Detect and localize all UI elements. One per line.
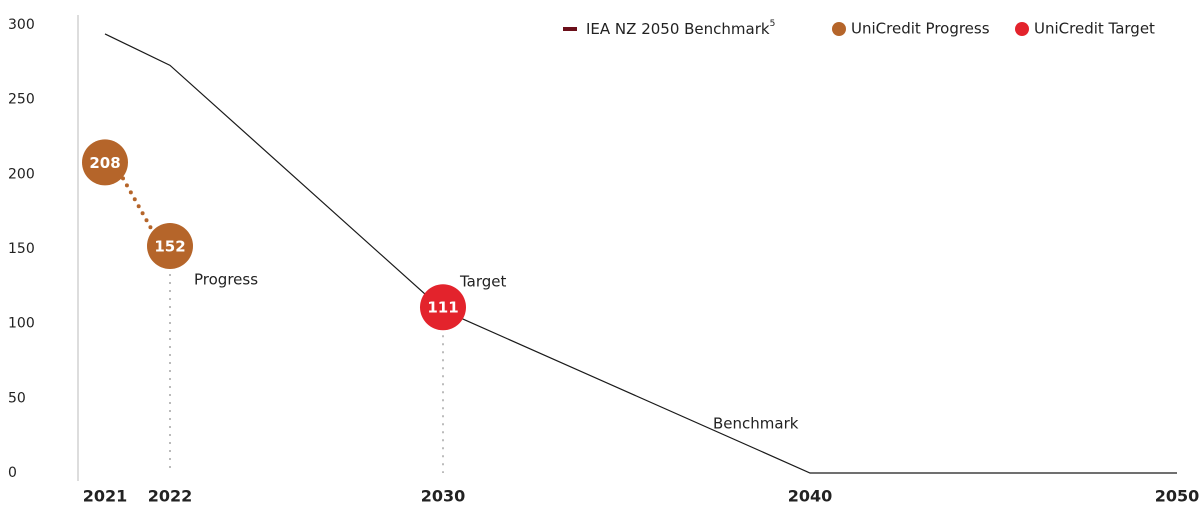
legend-swatch <box>1015 22 1029 36</box>
legend-swatch <box>832 22 846 36</box>
y-tick-label: 300 <box>8 17 35 33</box>
legend-label: IEA NZ 2050 Benchmark <box>586 20 770 38</box>
marker <box>82 139 128 186</box>
progress-connector <box>121 176 154 233</box>
annotation: Target <box>459 273 507 291</box>
x-tick-label: 2030 <box>421 487 466 506</box>
y-tick-label: 0 <box>8 465 17 481</box>
x-tick-label: 2040 <box>788 487 833 506</box>
data-label: 152 <box>154 238 185 256</box>
data-label: 111 <box>427 299 458 317</box>
y-tick-label: 200 <box>8 166 35 182</box>
x-tick-label: 2022 <box>148 487 193 506</box>
y-tick-label: 100 <box>8 316 35 332</box>
legend-label: UniCredit Target <box>1034 20 1155 38</box>
marker <box>420 284 466 331</box>
marker <box>147 223 193 270</box>
y-tick-label: 250 <box>8 92 35 108</box>
data-label: 208 <box>89 154 120 172</box>
annotation: Progress <box>194 271 258 289</box>
legend-label: UniCredit Progress <box>851 20 990 38</box>
legend-label: IEA NZ 2050 Benchmark5 <box>586 19 775 38</box>
legend-swatch <box>563 27 577 31</box>
x-tick-label: 2050 <box>1155 487 1200 506</box>
x-tick-label: 2021 <box>83 487 128 506</box>
annotation: Benchmark <box>713 415 799 433</box>
legend-footnote: 5 <box>770 19 776 29</box>
y-tick-label: 150 <box>8 241 35 257</box>
benchmark-line <box>104 33 1177 474</box>
y-tick-label: 50 <box>8 390 26 406</box>
